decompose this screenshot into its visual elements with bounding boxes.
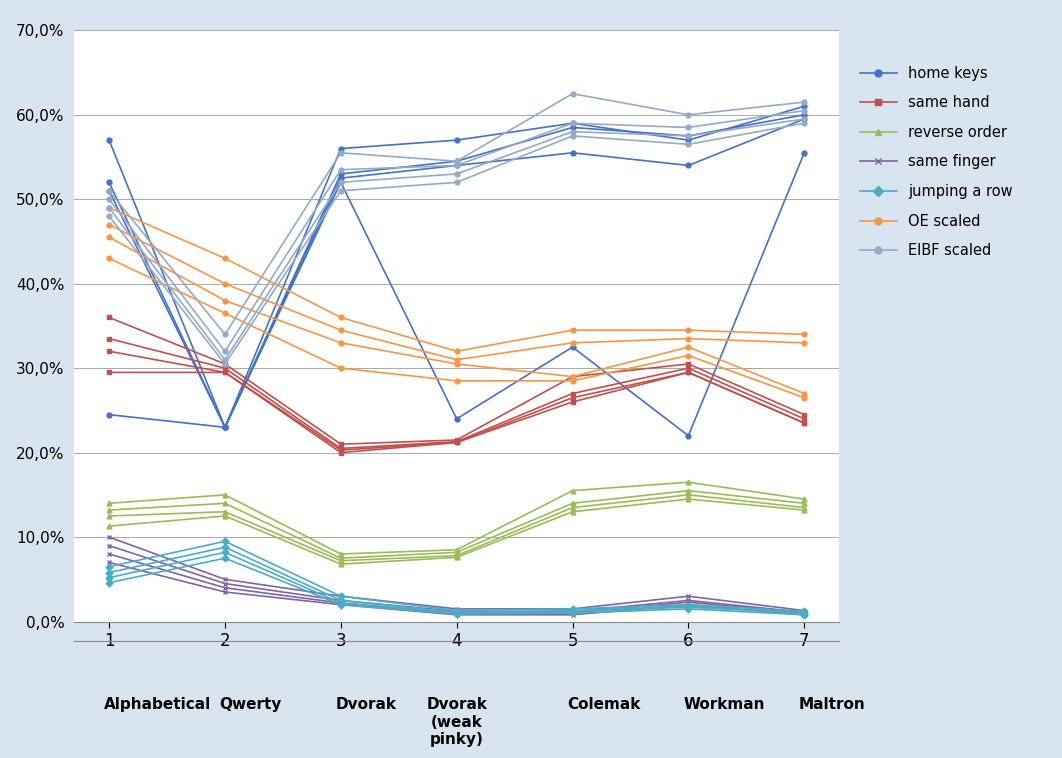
jumping a row (682, 600, 695, 609)
home keys (798, 102, 810, 111)
Line: same finger: same finger (106, 534, 807, 613)
same hand (450, 435, 463, 444)
EIBF scaled (450, 157, 463, 166)
jumping a row (566, 604, 579, 613)
Text: Dvorak: Dvorak (336, 697, 396, 713)
Text: Workman: Workman (683, 697, 765, 713)
Line: OE scaled: OE scaled (106, 205, 807, 354)
same finger (335, 592, 347, 601)
EIBF scaled (219, 330, 232, 339)
same hand (103, 313, 116, 322)
same hand (798, 410, 810, 419)
same hand (682, 359, 695, 368)
Text: Alphabetical: Alphabetical (104, 697, 211, 713)
reverse order (335, 550, 347, 559)
Text: Qwerty: Qwerty (220, 697, 282, 713)
reverse order (682, 478, 695, 487)
reverse order (566, 486, 579, 495)
Text: Maltron: Maltron (799, 697, 866, 713)
OE scaled (103, 203, 116, 212)
home keys (450, 136, 463, 145)
EIBF scaled (103, 186, 116, 196)
same hand (335, 440, 347, 449)
jumping a row (219, 537, 232, 546)
OE scaled (335, 313, 347, 322)
same finger (682, 592, 695, 601)
jumping a row (335, 592, 347, 601)
OE scaled (566, 326, 579, 335)
home keys (335, 144, 347, 153)
EIBF scaled (798, 98, 810, 107)
jumping a row (103, 562, 116, 572)
same hand (566, 372, 579, 381)
same finger (219, 575, 232, 584)
reverse order (103, 499, 116, 508)
home keys (566, 119, 579, 128)
Text: Dvorak
(weak
pinky): Dvorak (weak pinky) (426, 697, 487, 747)
reverse order (219, 490, 232, 500)
same finger (798, 606, 810, 615)
same finger (103, 533, 116, 542)
home keys (219, 423, 232, 432)
OE scaled (219, 254, 232, 263)
home keys (103, 136, 116, 145)
EIBF scaled (682, 110, 695, 119)
reverse order (450, 545, 463, 554)
Line: home keys: home keys (106, 104, 807, 430)
Line: same hand: same hand (106, 315, 807, 446)
same finger (450, 604, 463, 613)
Line: reverse order: reverse order (106, 480, 807, 556)
home keys (682, 136, 695, 145)
same hand (219, 359, 232, 368)
Line: EIBF scaled: EIBF scaled (106, 91, 807, 337)
EIBF scaled (335, 149, 347, 158)
jumping a row (798, 607, 810, 616)
OE scaled (798, 330, 810, 339)
OE scaled (682, 326, 695, 335)
same finger (566, 604, 579, 613)
OE scaled (450, 346, 463, 356)
jumping a row (450, 606, 463, 615)
Text: Colemak: Colemak (567, 697, 640, 713)
reverse order (798, 494, 810, 503)
Line: jumping a row: jumping a row (106, 539, 807, 614)
Legend: home keys, same hand, reverse order, same finger, jumping a row, OE scaled, EIBF: home keys, same hand, reverse order, sam… (854, 60, 1018, 264)
EIBF scaled (566, 89, 579, 99)
